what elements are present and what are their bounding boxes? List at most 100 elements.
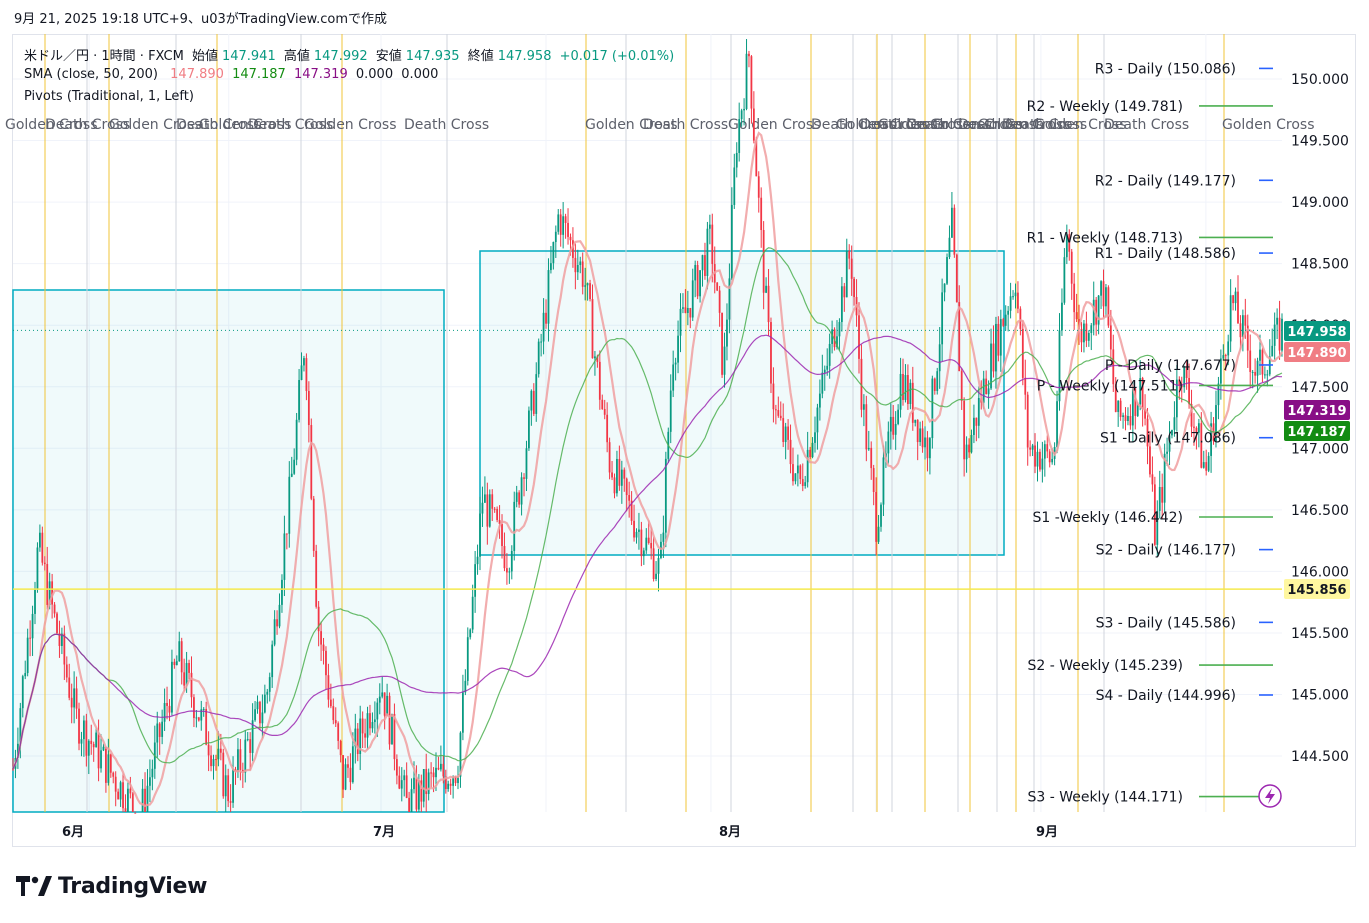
candle xyxy=(200,700,203,731)
candle xyxy=(858,302,860,374)
candle-body xyxy=(701,255,704,271)
candle xyxy=(195,710,198,728)
candle xyxy=(339,739,342,763)
pivot-daily: S2 - Daily (146.177) xyxy=(1096,543,1273,559)
legend-pivots-row[interactable]: Pivots (Traditional, 1, Left) xyxy=(24,89,198,104)
candle-body xyxy=(721,312,723,375)
candle-body xyxy=(806,449,809,483)
candle-body xyxy=(946,257,948,284)
candle xyxy=(625,477,628,512)
lightning-icon xyxy=(1265,788,1275,804)
candle-body xyxy=(185,663,188,686)
candle xyxy=(95,727,98,748)
price-change: +0.017 (+0.01%) xyxy=(559,49,675,64)
candle xyxy=(1007,306,1010,332)
candle-body xyxy=(723,346,726,375)
ohlc-high: 147.992 xyxy=(313,49,368,64)
candle-body xyxy=(711,224,714,265)
candle-body xyxy=(1068,234,1071,252)
candle-body xyxy=(706,228,709,276)
candle-body xyxy=(1259,349,1261,361)
alert-icon[interactable] xyxy=(1258,784,1282,808)
candle-body xyxy=(332,706,335,721)
candle xyxy=(523,473,525,497)
candle xyxy=(968,438,970,458)
candle-body xyxy=(122,782,124,809)
candle-body xyxy=(114,776,117,792)
candle xyxy=(371,712,374,733)
pivot-label: S1 -Weekly (146.442) xyxy=(1032,510,1183,526)
candle xyxy=(1131,381,1134,443)
candle-body xyxy=(1119,400,1122,417)
candle xyxy=(459,731,462,788)
candle-body xyxy=(1241,315,1244,338)
candle-body xyxy=(425,769,428,795)
candle-body xyxy=(1246,325,1249,351)
candle xyxy=(344,758,347,791)
candle-body xyxy=(439,763,442,770)
candle-body xyxy=(364,733,366,738)
sma-mid-line xyxy=(12,247,1283,770)
candle xyxy=(838,318,841,351)
candle xyxy=(801,463,804,492)
candle-body xyxy=(85,720,88,756)
candle-body xyxy=(26,637,29,674)
candle-body xyxy=(872,468,875,492)
legend-sma-row[interactable]: SMA (close, 50, 200) 147.890 147.187 147… xyxy=(24,67,442,82)
candle xyxy=(381,676,384,699)
candle xyxy=(862,394,865,427)
death-cross-label: Death Cross xyxy=(248,117,333,133)
candle-body xyxy=(708,224,711,229)
candle-body xyxy=(295,419,298,460)
candle-body xyxy=(882,457,885,505)
candle xyxy=(686,290,689,326)
candle-body xyxy=(992,343,995,372)
candle-body xyxy=(417,780,420,810)
candle xyxy=(1266,369,1269,387)
candle-body xyxy=(682,307,684,309)
candle-body xyxy=(1197,423,1200,433)
candle-body xyxy=(562,216,565,235)
candle-body xyxy=(691,280,694,318)
candle xyxy=(1063,248,1066,305)
candle xyxy=(977,386,980,439)
candle-body xyxy=(931,378,934,439)
candle-body xyxy=(645,537,648,551)
candle-body xyxy=(840,286,843,323)
candle-body xyxy=(1034,445,1036,467)
candle-body xyxy=(281,579,283,605)
candle-body xyxy=(144,788,146,812)
candle xyxy=(1048,449,1051,468)
candle-body xyxy=(56,613,58,634)
candle-body xyxy=(1271,345,1274,357)
candle xyxy=(449,778,452,795)
candle-body xyxy=(349,767,352,783)
candle xyxy=(1026,391,1029,466)
candle xyxy=(1246,314,1249,368)
candle-body xyxy=(545,312,547,324)
candle-body xyxy=(1276,317,1279,325)
candle-body xyxy=(809,449,811,458)
candle-body xyxy=(471,596,474,630)
price-label-text: 147.890 xyxy=(1287,346,1346,361)
candle xyxy=(180,637,183,685)
candle-body xyxy=(752,108,755,141)
price-tick-label: 144.500 xyxy=(1291,749,1349,765)
candle xyxy=(958,285,961,372)
candle xyxy=(295,412,298,466)
time-tick-label: 8月 xyxy=(719,825,741,840)
candle-body xyxy=(1007,310,1010,315)
tradingview-logo: TradingView xyxy=(16,872,207,900)
candle-body xyxy=(1207,455,1210,471)
candle xyxy=(488,489,491,528)
candle-body xyxy=(251,720,254,753)
candle-body xyxy=(210,755,212,767)
candle xyxy=(1127,407,1129,426)
candle xyxy=(672,350,675,398)
candle xyxy=(1195,426,1198,450)
candle xyxy=(410,778,413,812)
candle-body xyxy=(293,459,296,474)
candle xyxy=(1041,441,1044,483)
candle-body xyxy=(576,264,579,273)
